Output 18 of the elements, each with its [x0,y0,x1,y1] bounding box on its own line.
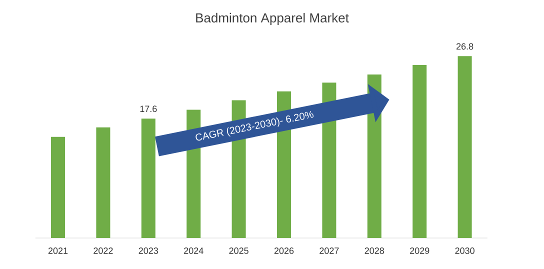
x-tick-label: 2022 [94,248,113,254]
data-label: 26.8 [456,43,474,50]
x-tick-label: 2029 [410,248,430,254]
bar [141,118,156,238]
x-tick-label: 2028 [364,248,384,254]
bar [412,64,427,238]
chart-title: Badminton Apparel Market [196,12,349,26]
x-tick-label: 2023 [138,248,158,254]
bar [96,127,110,238]
bar [51,136,66,238]
x-tick-label: 2024 [184,248,204,254]
x-tick-label: 2027 [320,248,339,254]
x-tick-label: 2030 [455,248,474,254]
bar [458,56,472,238]
x-tick-label: 2021 [48,248,68,254]
x-tick-label: 2026 [274,248,294,254]
data-label: 17.6 [140,106,157,112]
x-tick-label: 2025 [229,248,248,254]
